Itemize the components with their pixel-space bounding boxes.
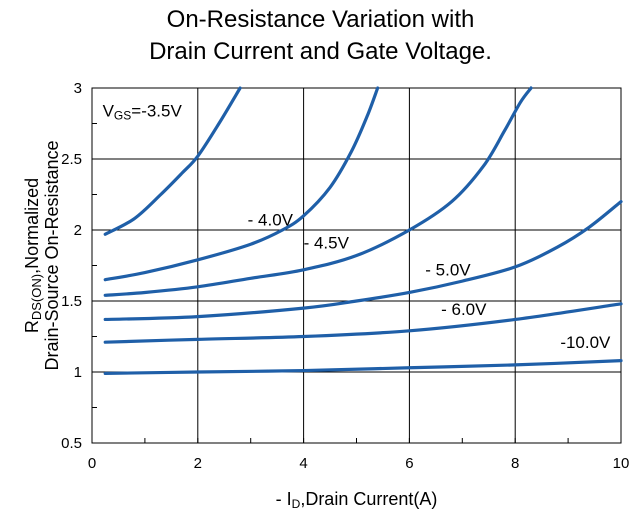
curve-label-main: - 4.5V xyxy=(304,233,350,252)
x-tick-label: 10 xyxy=(613,455,630,472)
curve-1 xyxy=(103,86,380,282)
y-tick-label: 2.5 xyxy=(61,151,82,168)
curve-label-4: - 6.0V xyxy=(441,300,487,319)
curves xyxy=(103,86,623,376)
curve-labels: VGS=-3.5V - 4.0V - 4.5V - 5.0V - 6.0V -10.0V xyxy=(103,101,611,351)
x-tick-label: 2 xyxy=(194,455,202,472)
x-tick-label: 0 xyxy=(88,455,96,472)
curve-label-0: VGS=-3.5V xyxy=(103,101,183,122)
curve-label-main: - 5.0V xyxy=(425,260,471,279)
curve-label-suffix: =-3.5V xyxy=(131,101,182,120)
x-tick-label: 6 xyxy=(405,455,413,472)
x-tick-label: 4 xyxy=(299,455,307,472)
y-tick-label: 1.5 xyxy=(61,293,82,310)
curve-0 xyxy=(103,86,242,236)
curve-3 xyxy=(103,200,623,322)
curve-label-3: - 5.0V xyxy=(425,260,471,279)
x-axis-label-sub: D xyxy=(292,497,301,511)
x-axis-label-suffix: ,Drain Current(A) xyxy=(300,489,437,509)
curve-label-5: -10.0V xyxy=(560,333,611,352)
x-axis-label: - ID,Drain Current(A) xyxy=(276,489,438,511)
y-axis-label-main: R xyxy=(22,320,42,333)
y-axis-label-suffix: ,Normalized xyxy=(22,178,42,274)
curve-label-main: V xyxy=(103,101,115,120)
y-tick-label: 3 xyxy=(74,80,82,97)
curve-label-1: - 4.0V xyxy=(248,211,294,230)
curve-label-2: - 4.5V xyxy=(304,233,350,252)
curve-2 xyxy=(103,86,533,297)
y-axis-label: RDS(ON),Normalized Drain-Source On-Resis… xyxy=(22,140,62,370)
curve-4 xyxy=(103,302,623,344)
y-tick-label: 1 xyxy=(74,364,82,381)
y-tick-label: 0.5 xyxy=(61,435,82,452)
y-axis-label-line-1: RDS(ON),Normalized xyxy=(22,178,44,333)
curve-label-main: -10.0V xyxy=(560,333,611,352)
y-axis-label-sub: DS(ON) xyxy=(29,274,44,320)
curve-label-main: - 6.0V xyxy=(441,300,487,319)
curve-5 xyxy=(103,359,623,376)
chart-title-line-2: Drain Current and Gate Voltage. xyxy=(149,38,492,65)
curve-label-sub: GS xyxy=(114,108,131,122)
chart-title-line-1: On-Resistance Variation with xyxy=(166,6,475,33)
y-axis-label-line-2: Drain-Source On-Resistance xyxy=(42,140,62,370)
x-axis-label-prefix: - I xyxy=(276,489,292,509)
x-tick-label: 8 xyxy=(511,455,519,472)
curve-label-main: - 4.0V xyxy=(248,211,294,230)
y-tick-label: 2 xyxy=(74,222,82,239)
axis-ticks: 0 2 4 6 8 10 0.5 1 1.5 2 2.5 3 xyxy=(61,80,629,472)
